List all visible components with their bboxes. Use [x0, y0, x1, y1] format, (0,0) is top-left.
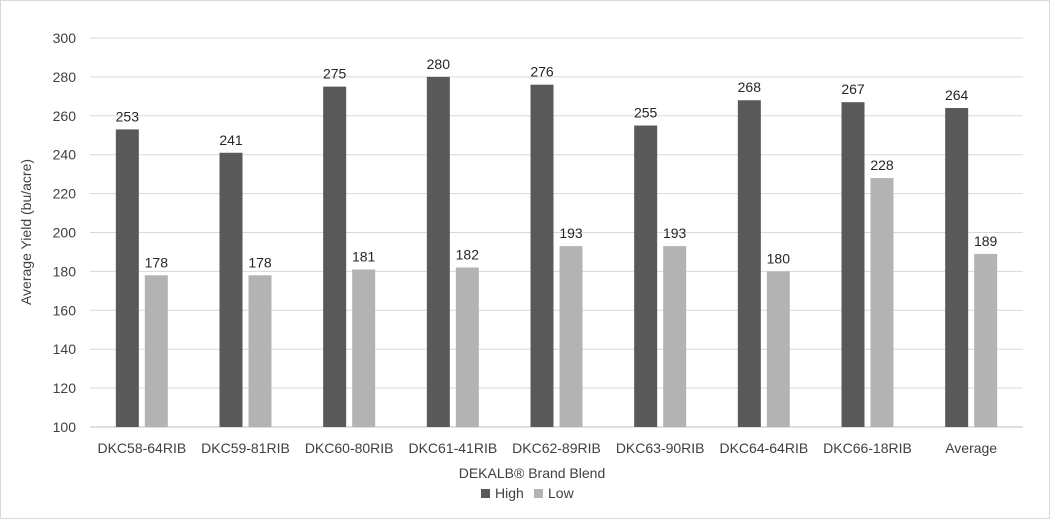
x-tick-label: DKC66-18RIB	[823, 440, 912, 456]
legend-swatch-low	[534, 489, 543, 498]
legend: High Low	[481, 485, 575, 501]
x-tick-label: DKC61-41RIB	[408, 440, 497, 456]
y-axis-title: Average Yield (bu/acre)	[18, 159, 34, 305]
data-label: 181	[352, 248, 376, 264]
y-tick-label: 300	[53, 30, 77, 46]
x-axis-ticks: DKC58-64RIB DKC59-81RIB DKC60-80RIB DKC61-4…	[97, 440, 997, 456]
bar-low	[455, 267, 479, 427]
y-tick-label: 280	[53, 69, 77, 85]
x-axis-title: DEKALB® Brand Blend	[459, 465, 606, 481]
data-label: 275	[323, 66, 347, 82]
bar-high	[530, 84, 554, 428]
legend-label-low: Low	[548, 485, 575, 501]
data-labels: 253 178 241 178 275 181 280 182 276 193 255 193 268 1…	[116, 56, 998, 270]
data-label: 264	[945, 87, 969, 103]
x-tick-label: DKC59-81RIB	[201, 440, 290, 456]
bar-low	[144, 275, 168, 427]
y-tick-label: 140	[53, 341, 77, 357]
bar-low	[974, 253, 998, 427]
bar-low	[248, 275, 272, 427]
data-label: 189	[974, 233, 998, 249]
x-tick-label: DKC58-64RIB	[97, 440, 186, 456]
bar-high	[323, 86, 347, 427]
bar-low	[870, 178, 894, 427]
x-tick-label: Average	[945, 440, 997, 456]
bar-low	[352, 269, 376, 427]
data-label: 276	[530, 64, 554, 80]
data-label: 280	[427, 56, 451, 72]
data-label: 178	[145, 254, 169, 270]
bar-high	[634, 125, 658, 428]
bar-high	[945, 108, 969, 428]
y-tick-label: 180	[53, 263, 77, 279]
data-label: 182	[456, 247, 480, 263]
data-label: 228	[870, 157, 894, 173]
x-tick-label: DKC62-89RIB	[512, 440, 601, 456]
data-label: 180	[767, 250, 791, 266]
bar-high	[115, 129, 139, 428]
x-tick-label: DKC60-80RIB	[305, 440, 394, 456]
bar-low	[559, 246, 583, 427]
legend-swatch-high	[481, 489, 490, 498]
y-tick-label: 220	[53, 186, 77, 202]
bar-high	[841, 102, 865, 427]
data-label: 193	[663, 225, 687, 241]
y-tick-label: 260	[53, 108, 77, 124]
data-label: 241	[219, 132, 243, 148]
data-label: 193	[559, 225, 583, 241]
bar-low	[766, 271, 790, 427]
bar-low	[663, 246, 687, 427]
data-label: 178	[248, 254, 272, 270]
y-tick-label: 160	[53, 302, 77, 318]
bar-high	[426, 76, 450, 428]
y-tick-label: 200	[53, 225, 77, 241]
x-tick-label: DKC64-64RIB	[719, 440, 808, 456]
data-label: 268	[738, 79, 762, 95]
bar-high	[219, 152, 243, 427]
x-tick-label: DKC63-90RIB	[616, 440, 705, 456]
y-tick-label: 100	[53, 419, 77, 435]
y-tick-label: 120	[53, 380, 77, 396]
bars	[115, 76, 998, 428]
data-label: 255	[634, 105, 658, 121]
y-tick-label: 240	[53, 147, 77, 163]
bar-high	[737, 100, 761, 428]
legend-label-high: High	[495, 485, 524, 501]
y-axis-ticks: 100 120 140 160 180 200 220 240 260 280 300	[53, 30, 77, 435]
data-label: 267	[841, 81, 865, 97]
data-label: 253	[116, 108, 140, 124]
gridlines	[90, 37, 1023, 428]
